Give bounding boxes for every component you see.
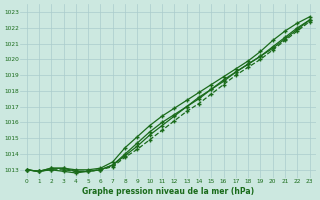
X-axis label: Graphe pression niveau de la mer (hPa): Graphe pression niveau de la mer (hPa) [82,187,254,196]
